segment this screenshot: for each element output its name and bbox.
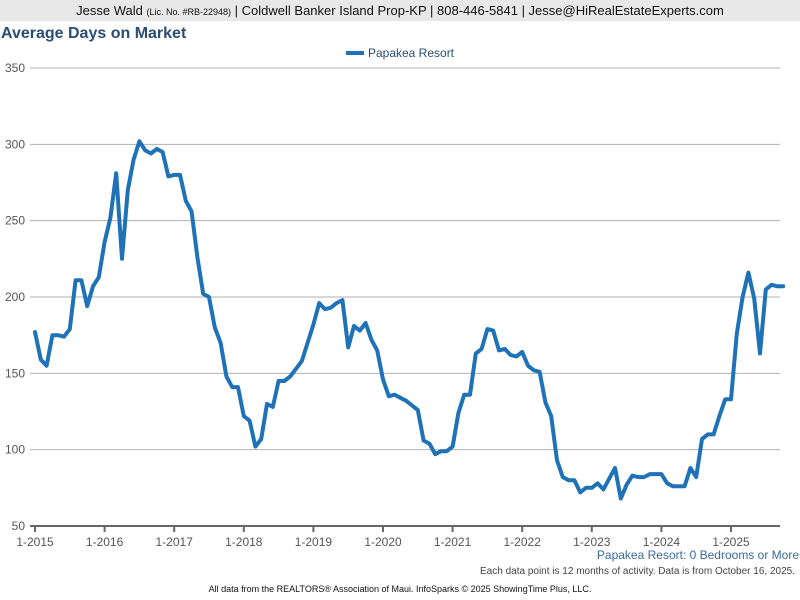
x-tick-label: 1-2020 [364, 535, 402, 549]
chart-subtitle: Papakea Resort: 0 Bedrooms or More [596, 548, 799, 562]
y-tick-label: 100 [5, 443, 25, 457]
x-tick-label: 1-2015 [16, 535, 54, 549]
x-tick-label: 1-2019 [295, 535, 333, 549]
y-tick-label: 150 [5, 366, 25, 380]
y-tick-label: 200 [5, 290, 25, 304]
legend: Papakea Resort [0, 46, 800, 60]
x-tick-label: 1-2016 [86, 535, 124, 549]
y-tick-label: 250 [5, 214, 25, 228]
x-tick-label: 1-2018 [225, 535, 263, 549]
chart-title: Average Days on Market [1, 25, 187, 42]
series-line-papakea-resort [33, 139, 786, 501]
y-tick-label: 50 [12, 519, 26, 533]
agent-details: | Coldwell Banker Island Prop-KP | 808-4… [234, 3, 724, 18]
y-tick-label: 350 [5, 61, 25, 75]
x-tick-label: 1-2022 [504, 535, 542, 549]
x-tick-label: 1-2021 [434, 535, 472, 549]
x-tick-label: 1-2023 [573, 535, 611, 549]
data-note: Each data point is 12 months of activity… [480, 566, 795, 577]
x-tick-label: 1-2025 [712, 535, 750, 549]
credit-line: All data from the REALTORS® Association … [208, 584, 592, 594]
y-tick-label: 300 [5, 137, 25, 151]
legend-label: Papakea Resort [367, 46, 455, 60]
agent-name: Jesse Wald [76, 3, 143, 18]
x-tick-label: 1-2017 [156, 535, 194, 549]
license-number: (Lic. No. #RB-22948) [146, 7, 232, 17]
legend-swatch [345, 50, 364, 55]
agent-contact-bar: Jesse Wald (Lic. No. #RB-22948) | Coldwe… [0, 0, 800, 21]
x-tick-label: 1-2024 [643, 535, 681, 549]
